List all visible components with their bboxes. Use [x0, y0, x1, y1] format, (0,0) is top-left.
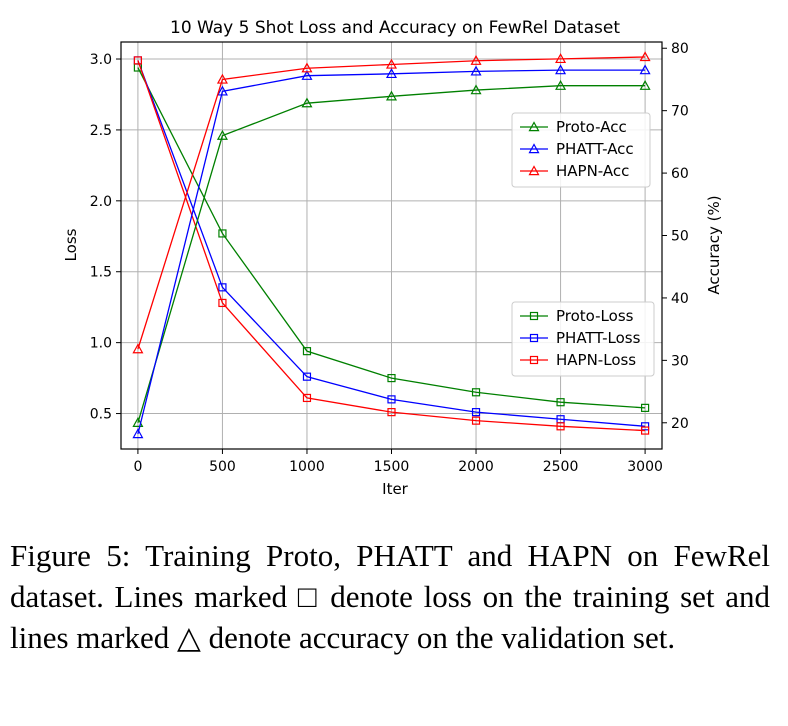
series-phatt-acc: [132, 64, 651, 439]
data-point: [555, 64, 567, 75]
data-point: [470, 84, 482, 95]
data-point: [640, 426, 650, 435]
data-point: [471, 388, 481, 397]
data-point: [132, 343, 144, 354]
legend-label: PHATT-Loss: [556, 329, 641, 347]
data-point: [216, 129, 228, 140]
legend-marker: [529, 333, 539, 343]
series-hapn-acc: [132, 51, 651, 354]
legend-marker: [529, 355, 539, 365]
legend-box: [511, 112, 651, 188]
legend-marker: [529, 311, 539, 321]
data-point: [218, 283, 227, 292]
x-axis-label: Iter: [382, 480, 409, 498]
x-tick-label: 2000: [458, 459, 494, 475]
data-point: [133, 56, 143, 65]
x-tick-label: 500: [209, 459, 236, 475]
data-point: [216, 85, 228, 96]
data-point: [639, 64, 651, 75]
series-line-proto-loss: [137, 67, 646, 409]
legend-label: Proto-Loss: [556, 307, 634, 325]
data-point: [387, 373, 396, 383]
series-line-hapn-loss: [137, 60, 646, 432]
data-point: [556, 398, 565, 407]
left-tick-label: 0.5: [90, 407, 112, 423]
right-tick-label: 30: [671, 353, 689, 369]
legend-marker: [528, 165, 540, 176]
x-axis-ticks: 0 500 1000 1500 2000 2500 3000: [133, 449, 663, 475]
right-tick-label: 50: [671, 229, 689, 245]
data-point: [218, 229, 227, 238]
data-point: [639, 51, 651, 62]
data-point: [470, 65, 482, 76]
accuracy-legend: Proto-Acc PHATT-Acc HAPN-Acc: [511, 112, 651, 188]
left-tick-label: 3.0: [90, 52, 112, 68]
right-tick-label: 70: [671, 104, 689, 120]
data-point: [132, 428, 144, 439]
data-point: [470, 54, 482, 65]
data-point: [218, 298, 227, 308]
series-line-phatt-acc: [137, 69, 646, 435]
series-line-phatt-loss: [137, 60, 646, 427]
series-line-hapn-acc: [137, 56, 646, 350]
legend-label: PHATT-Acc: [556, 140, 634, 158]
legend-box: [511, 301, 655, 377]
data-point: [302, 372, 312, 381]
data-point: [301, 69, 313, 80]
right-tick-label: 80: [671, 41, 689, 57]
data-point: [387, 395, 396, 404]
x-tick-label: 3000: [627, 459, 663, 475]
data-point: [556, 422, 565, 431]
left-axis-label: Loss: [62, 228, 80, 261]
figure-caption: Figure 5: Training Proto, PHATT and HAPN…: [10, 538, 770, 655]
left-tick-label: 2.5: [90, 123, 112, 139]
data-point: [387, 408, 396, 417]
x-tick-label: 1500: [374, 459, 410, 475]
right-tick-label: 20: [671, 416, 689, 432]
legend-marker: [528, 143, 540, 154]
data-point: [385, 68, 398, 79]
data-point: [555, 53, 567, 64]
legend-label: HAPN-Loss: [556, 351, 636, 369]
data-point: [471, 416, 481, 425]
data-point: [385, 58, 398, 69]
left-axis-ticks: 0.5 1.0 1.5 2.0 2.5 3.0: [90, 52, 121, 423]
chart-title: 10 Way 5 Shot Loss and Accuracy on FewRe…: [170, 18, 620, 38]
data-point: [640, 403, 650, 412]
series-layer: [132, 51, 651, 439]
data-point: [301, 97, 313, 108]
series-line-proto-acc: [137, 85, 646, 423]
right-axis-label: Accuracy (%): [705, 195, 723, 294]
left-tick-label: 1.0: [90, 336, 112, 352]
data-point: [385, 90, 398, 101]
data-point: [216, 73, 228, 84]
left-tick-label: 2.0: [90, 194, 112, 210]
right-tick-label: 60: [671, 166, 689, 182]
series-hapn-loss: [133, 56, 650, 435]
data-point: [301, 62, 313, 73]
legend-label: Proto-Acc: [556, 118, 627, 136]
data-point: [471, 408, 481, 417]
data-point: [302, 347, 312, 356]
data-point: [302, 393, 312, 403]
legend-label: HAPN-Acc: [556, 162, 629, 180]
right-axis-ticks: 20 30 40 50 60 70 80: [662, 41, 689, 432]
x-tick-label: 0: [133, 459, 142, 475]
right-tick-label: 40: [671, 291, 689, 307]
series-proto-loss: [133, 63, 650, 412]
left-tick-label: 1.5: [90, 265, 112, 281]
series-proto-acc: [132, 79, 651, 427]
loss-legend: Proto-Loss PHATT-Loss HAPN-Loss: [511, 301, 655, 377]
x-tick-label: 1000: [289, 459, 325, 475]
x-tick-label: 2500: [543, 459, 579, 475]
loss-accuracy-chart: 10 Way 5 Shot Loss and Accuracy on FewRe…: [62, 18, 723, 498]
legend-marker: [528, 121, 540, 132]
data-point: [555, 79, 567, 90]
data-point: [640, 422, 650, 431]
data-point: [639, 79, 651, 90]
